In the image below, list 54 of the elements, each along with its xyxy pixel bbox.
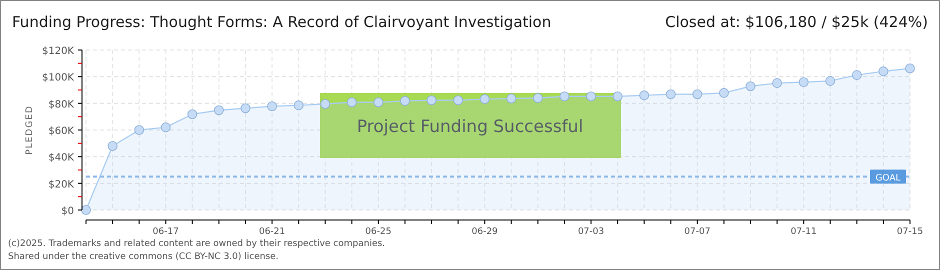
- y-tick-label: $80K: [48, 99, 74, 110]
- point: [666, 89, 676, 100]
- point: [373, 97, 384, 108]
- point: [825, 76, 836, 86]
- y-tick-label: $120K: [42, 46, 74, 57]
- x-tick-label: 06-25: [365, 227, 392, 237]
- point: [81, 205, 91, 215]
- point: [214, 105, 224, 116]
- point: [746, 81, 756, 92]
- point: [240, 103, 250, 114]
- point: [160, 122, 171, 132]
- point: [480, 94, 490, 104]
- text: Shared under the creative commons (CC BY-NC 3.0) license.: [8, 252, 279, 262]
- text: (c)2025. Trademarks and related content are owned by their respective companies.: [8, 239, 386, 249]
- y-tick-label: $40K: [48, 152, 74, 164]
- ref-line-label: GOAL: [875, 174, 901, 184]
- annotation: Project Funding Successful: [356, 117, 584, 137]
- point: [187, 109, 198, 120]
- point: [772, 78, 782, 88]
- point: [532, 93, 543, 103]
- point: [692, 89, 702, 100]
- point: [320, 99, 330, 109]
- x-tick-label: 06-17: [152, 227, 179, 237]
- point: [108, 141, 118, 151]
- y-tick-label: $60K: [48, 126, 74, 137]
- point: [267, 101, 277, 112]
- point: [346, 97, 357, 108]
- x-tick-label: 06-29: [472, 227, 498, 237]
- x-tick-label: 06-21: [258, 227, 286, 237]
- point: [400, 96, 410, 106]
- point: [134, 125, 144, 135]
- point: [506, 94, 516, 104]
- point: [586, 92, 596, 102]
- point: [719, 88, 729, 98]
- point: [294, 100, 304, 110]
- x-tick-label: 07-07: [684, 227, 710, 237]
- y-axis-title: PLEDGED: [25, 105, 35, 155]
- point: [612, 92, 623, 102]
- y-tick-label: $0: [61, 206, 74, 217]
- point: [560, 92, 570, 102]
- point: [798, 77, 809, 88]
- y-tick-label: $20K: [48, 179, 74, 190]
- chart-subtitle: Closed at: $106,180 / $25k (424%): [665, 13, 928, 31]
- point: [852, 70, 862, 80]
- chart-title: Funding Progress: Thought Forms: A Record of Clairvoyant Investigation: [12, 13, 552, 31]
- point: [639, 90, 650, 100]
- y-tick-label: $100K: [42, 72, 74, 84]
- point: [426, 95, 436, 106]
- point: [878, 66, 888, 76]
- x-tick-label: 07-03: [578, 227, 604, 237]
- point: [905, 64, 915, 74]
- point: [453, 95, 464, 106]
- x-tick-label: 07-15: [896, 227, 924, 237]
- x-tick-label: 07-11: [790, 227, 817, 237]
